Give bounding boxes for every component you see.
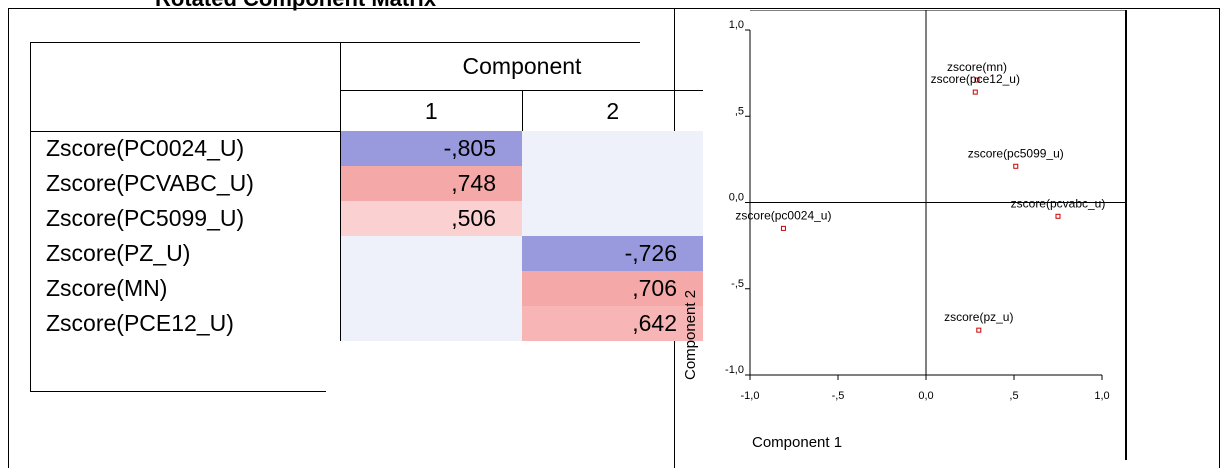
data-point bbox=[1013, 163, 1019, 169]
header-col-2: 2 bbox=[606, 97, 620, 124]
point-label: zscore(pz_u) bbox=[944, 310, 1013, 324]
header-corner bbox=[30, 42, 341, 131]
frame-left-border bbox=[8, 8, 9, 468]
data-point bbox=[1055, 213, 1061, 219]
loading-cell: ,506 bbox=[340, 201, 522, 236]
reference-lines bbox=[750, 10, 1126, 375]
table-bottom-border bbox=[30, 391, 326, 392]
header-component: Component bbox=[340, 42, 703, 91]
loading-cell bbox=[522, 131, 703, 166]
y-axis-label: Component 2 bbox=[682, 290, 699, 380]
row-label: Zscore(PC0024_U) bbox=[30, 131, 341, 166]
loading-cell bbox=[522, 166, 703, 201]
table-row: Zscore(MN) ,706 bbox=[30, 271, 703, 306]
x-axis-label: Component 1 bbox=[752, 434, 842, 451]
data-point bbox=[780, 225, 786, 231]
loading-cell: ,642 bbox=[522, 306, 703, 341]
table-title: Rotated Component Matrix bbox=[155, 0, 436, 12]
points-layer: zscore(mn)zscore(pce12_u) zscore(pc5099_u… bbox=[735, 60, 1106, 333]
loading-cell: ,706 bbox=[522, 271, 703, 306]
frame-top-border bbox=[8, 8, 1220, 9]
data-point bbox=[972, 89, 978, 95]
y-tick-label: 1,0 bbox=[729, 19, 744, 31]
point-label: zscore(pce12_u) bbox=[931, 72, 1020, 86]
table-row: Zscore(PC0024_U) -,805 bbox=[30, 131, 703, 166]
point-label: zscore(pcvabc_u) bbox=[1011, 196, 1106, 210]
y-tick-label: ,5 bbox=[735, 105, 744, 117]
point-label: zscore(pc5099_u) bbox=[968, 146, 1064, 160]
x-tick-label: -1,0 bbox=[741, 390, 760, 402]
row-label: Zscore(MN) bbox=[30, 271, 341, 306]
component-matrix-table: Component 1 2 Zscore(PC0024_U) -,805 Zsc… bbox=[30, 42, 703, 341]
loading-cell: -,805 bbox=[340, 131, 522, 166]
y-tick-label: -1,0 bbox=[725, 364, 744, 376]
table-row: Zscore(PZ_U) -,726 bbox=[30, 236, 703, 271]
table-row: Zscore(PCVABC_U) ,748 bbox=[30, 166, 703, 201]
loading-cell bbox=[522, 201, 703, 236]
table-row: Zscore(PC5099_U) ,506 bbox=[30, 201, 703, 236]
loading-cell bbox=[340, 306, 522, 341]
x-tick-label: 0,0 bbox=[918, 390, 933, 402]
loading-cell bbox=[340, 236, 522, 271]
row-label: Zscore(PZ_U) bbox=[30, 236, 341, 271]
axis-ticks: -1,0 -,5 0,0 ,5 1,0 -1,0 -,5 0,0 ,5 1,0 bbox=[725, 19, 1110, 402]
point-label: zscore(mn) bbox=[947, 60, 1007, 74]
table-row: Zscore(PCE12_U) ,642 bbox=[30, 306, 703, 341]
header-col-1: 1 bbox=[340, 90, 523, 131]
point-label: zscore(pc0024_u) bbox=[735, 208, 831, 222]
loading-cell bbox=[340, 271, 522, 306]
loading-cell: ,748 bbox=[340, 166, 522, 201]
component-plot: -1,0 -,5 0,0 ,5 1,0 -1,0 -,5 0,0 ,5 1,0 zscore(mn… bbox=[682, 10, 1127, 460]
loading-cell: -,726 bbox=[522, 236, 703, 271]
x-tick-label: -,5 bbox=[832, 390, 845, 402]
row-label: Zscore(PCE12_U) bbox=[30, 306, 341, 341]
y-tick-label: -,5 bbox=[731, 278, 744, 290]
data-point bbox=[976, 327, 982, 333]
row-label: Zscore(PC5099_U) bbox=[30, 201, 341, 236]
data-point bbox=[974, 77, 980, 83]
x-tick-label: ,5 bbox=[1009, 390, 1018, 402]
y-tick-label: 0,0 bbox=[729, 192, 744, 204]
row-label: Zscore(PCVABC_U) bbox=[30, 166, 341, 201]
x-tick-label: 1,0 bbox=[1094, 390, 1109, 402]
frame-right-border bbox=[1219, 8, 1220, 468]
